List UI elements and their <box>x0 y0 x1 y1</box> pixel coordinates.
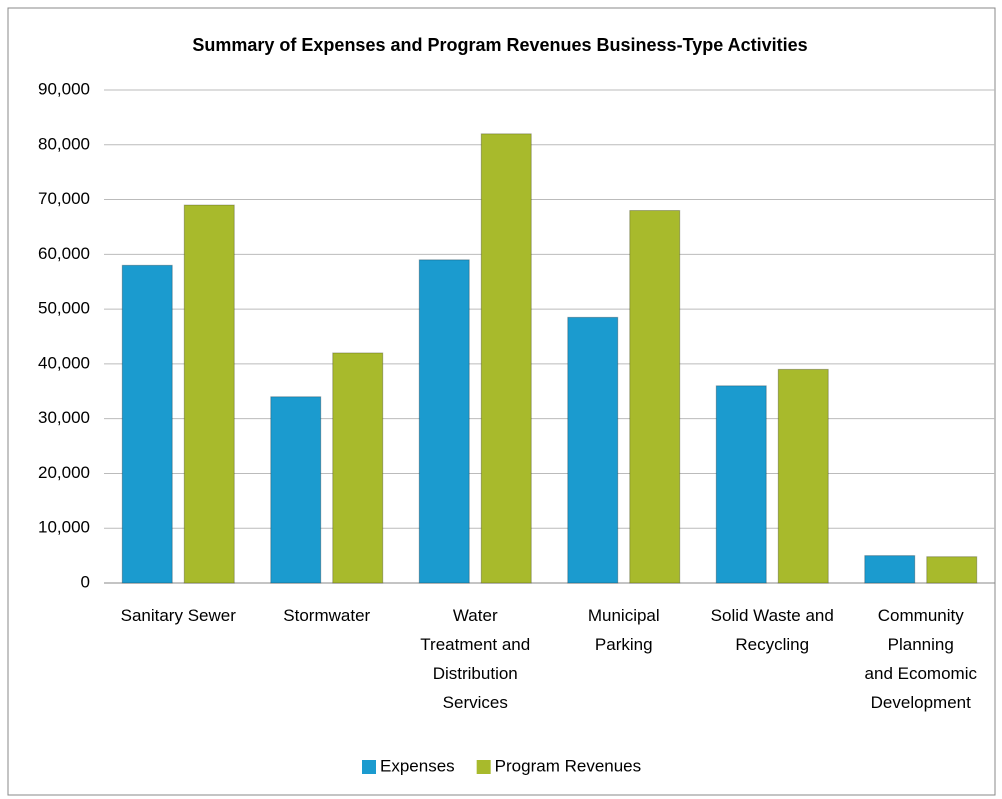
bar <box>183 204 235 584</box>
legend-label: Expenses <box>380 756 455 775</box>
y-tick-label: 70,000 <box>38 189 90 208</box>
y-tick-label: 80,000 <box>38 134 90 153</box>
y-tick-label: 40,000 <box>38 353 90 372</box>
y-tick-label: 50,000 <box>38 299 90 318</box>
bar <box>121 264 173 584</box>
x-tick-label: Community Planning and Ecomomic Developm… <box>864 606 977 712</box>
bar <box>777 368 829 584</box>
bar <box>480 133 532 584</box>
bar <box>864 555 916 584</box>
y-tick-label: 90,000 <box>38 79 90 98</box>
bar <box>629 210 681 584</box>
bar <box>332 352 384 584</box>
bar <box>715 385 767 584</box>
y-tick-label: 10,000 <box>38 518 90 537</box>
x-tick-label: Sanitary Sewer <box>120 606 236 625</box>
x-tick-label: Municipal Parking <box>587 606 660 654</box>
x-tick-label: Water Treatment and Distribution Service… <box>420 606 531 712</box>
legend-label: Program Revenues <box>495 756 641 775</box>
y-tick-label: 30,000 <box>38 408 90 427</box>
x-tick-label: Stormwater <box>283 606 371 625</box>
bar <box>567 316 619 584</box>
bar <box>270 396 322 584</box>
legend-swatch <box>362 760 376 774</box>
y-tick-label: 0 <box>81 572 90 591</box>
y-tick-label: 60,000 <box>38 244 90 263</box>
x-tick-label: Solid Waste and Recycling <box>710 606 834 654</box>
y-tick-label: 20,000 <box>38 463 90 482</box>
legend-swatch <box>476 760 491 774</box>
chart-title: Summary of Expenses and Program Revenues… <box>192 35 807 55</box>
bar <box>418 259 470 584</box>
bar <box>926 556 978 584</box>
